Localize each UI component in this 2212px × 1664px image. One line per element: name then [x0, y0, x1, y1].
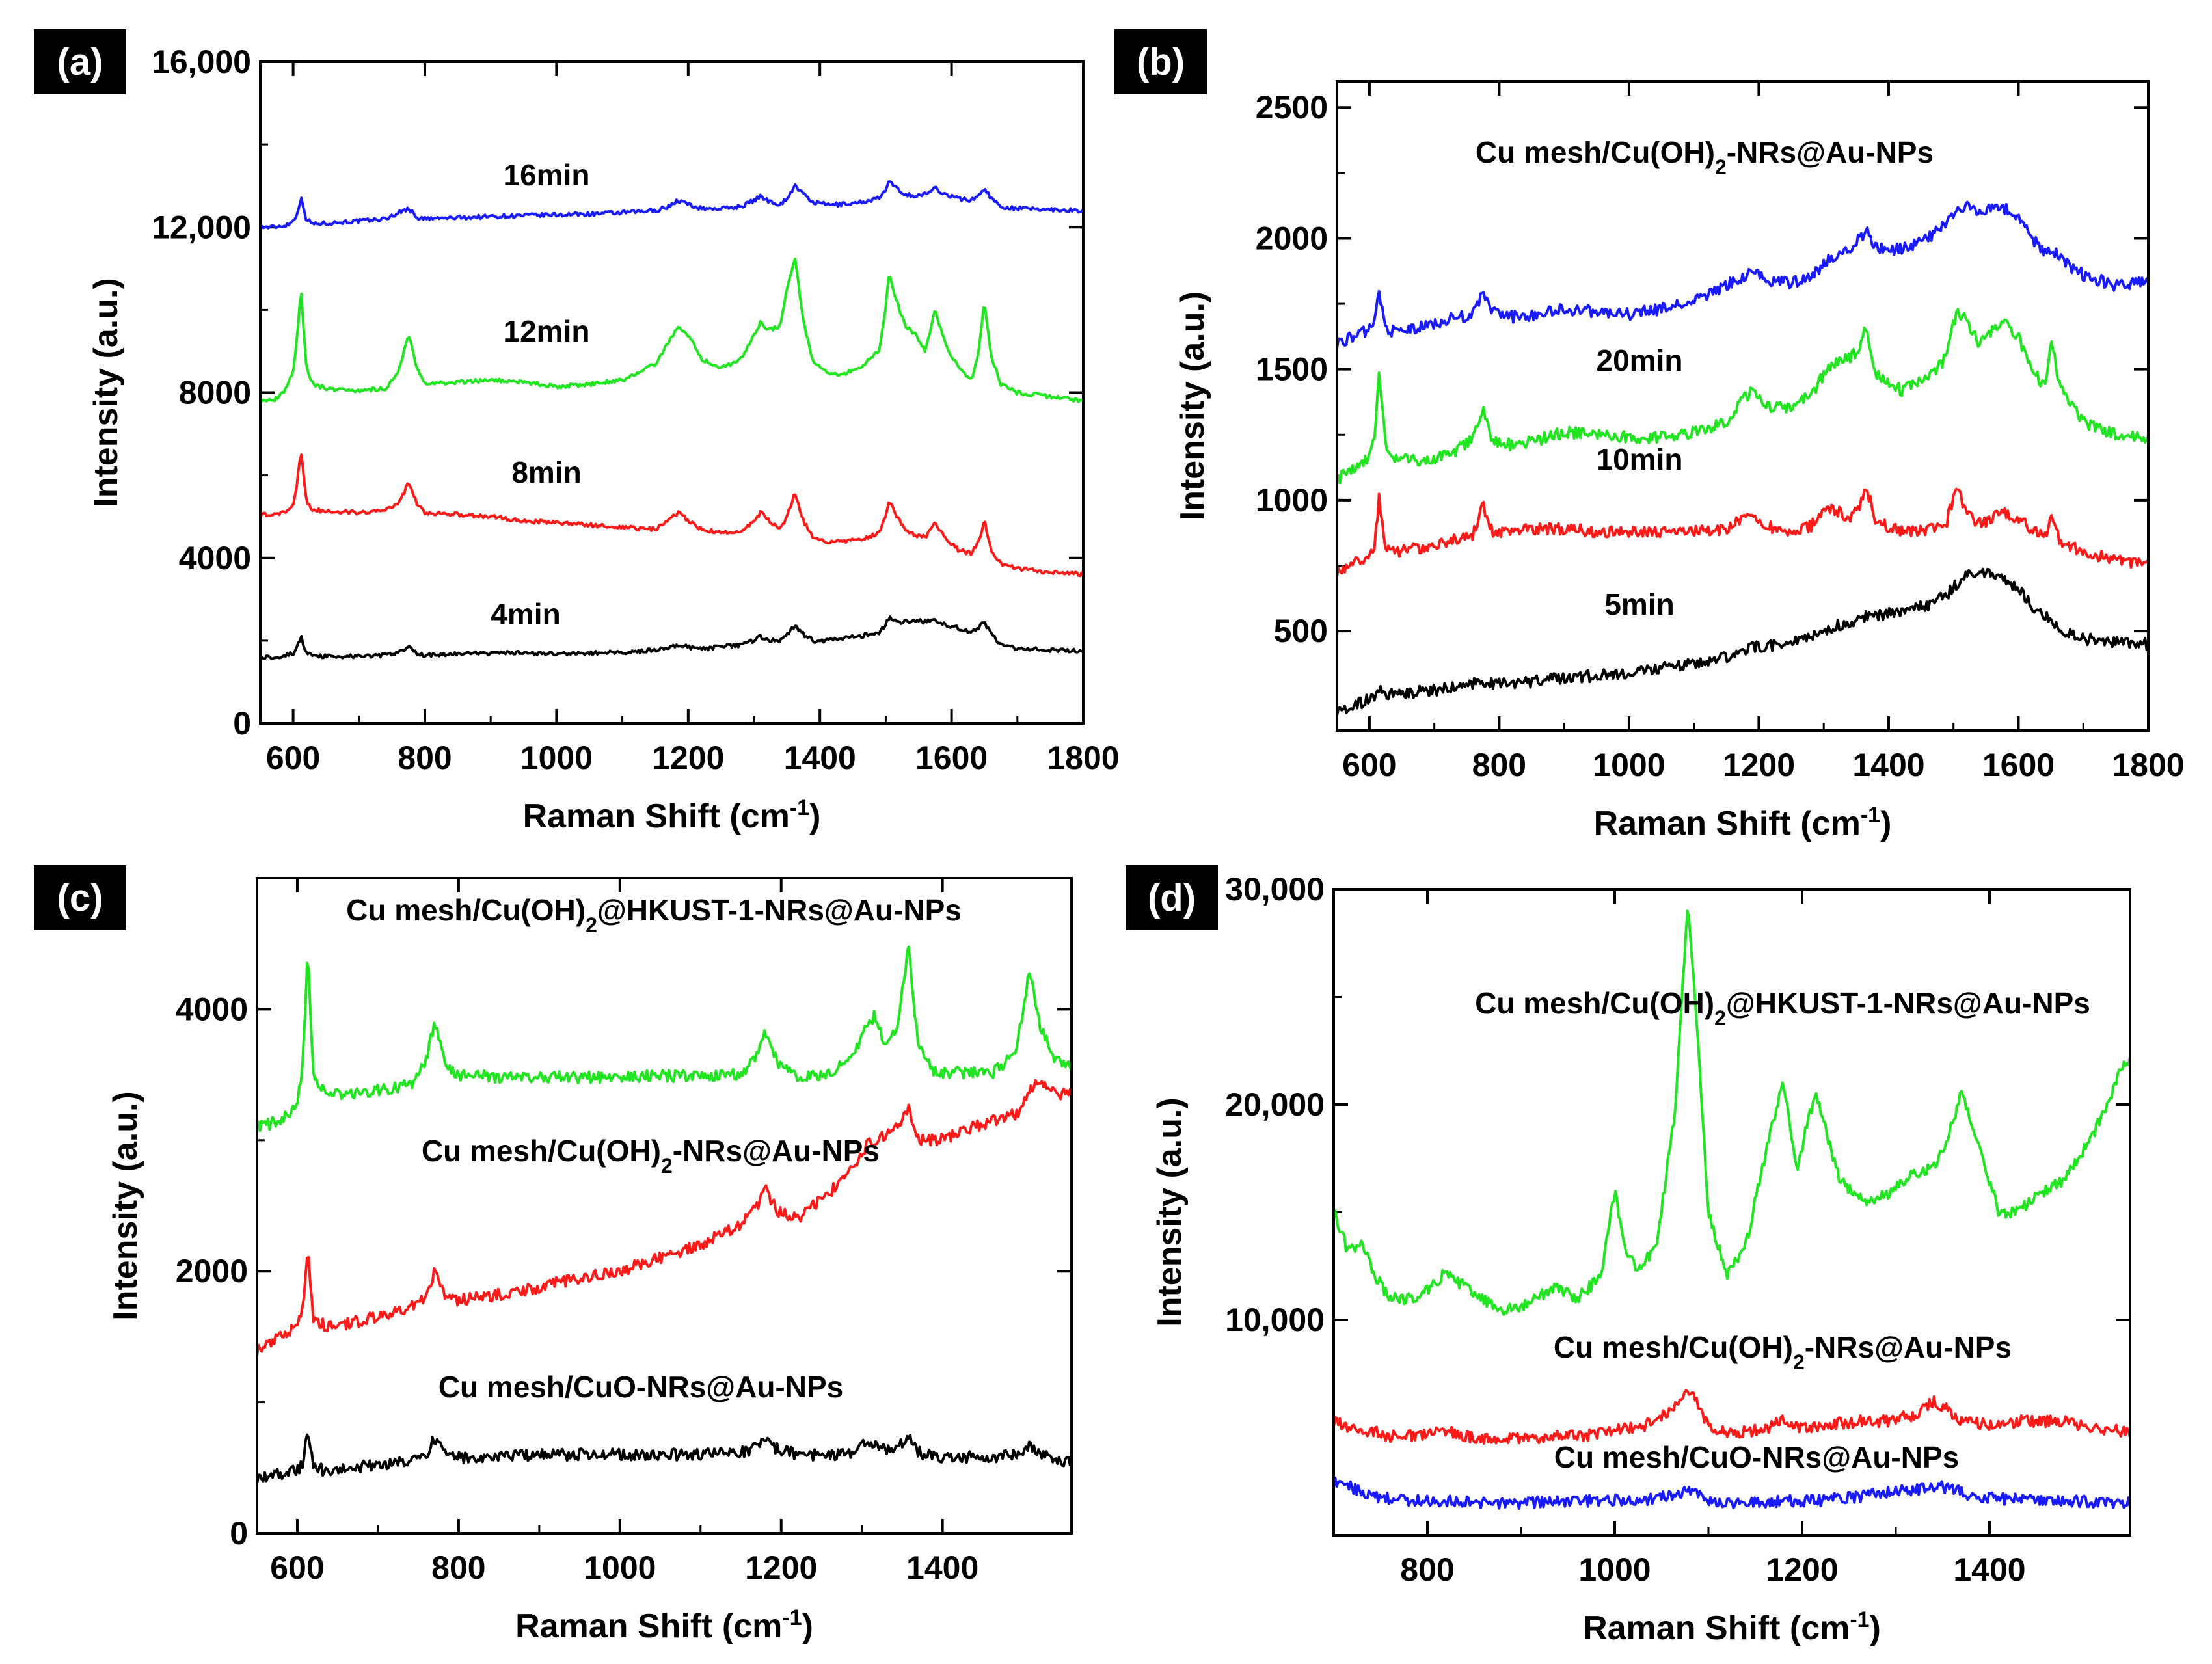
y-tick-label: 2000: [1256, 220, 1328, 256]
x-tick-label: 1600: [1982, 747, 2055, 783]
panel-tag-box: [1126, 865, 1218, 930]
panel-tag: (d): [1148, 877, 1196, 919]
y-tick-label: 1000: [1256, 482, 1328, 518]
y-tick-label: 0: [233, 705, 251, 742]
plot-frame: [1336, 80, 2150, 732]
series-line-5min: [1338, 567, 2147, 716]
series-line-cu-mesh-cu-oh-2-hkust-1-nrs-au-nps: [258, 945, 1070, 1133]
series-line-cu-mesh-cu-oh-2-nrs-au-nps: [1338, 200, 2147, 349]
y-tick-label: 0: [230, 1515, 248, 1551]
x-tick-label: 1800: [2112, 747, 2184, 783]
x-tick-label: 800: [398, 740, 452, 776]
y-tick-label: 500: [1274, 613, 1328, 649]
y-axis-title: Intensity (a.u.): [1151, 1097, 1189, 1326]
y-axis-title: Intensity (a.u.): [107, 1091, 144, 1320]
y-tick-label: 4000: [176, 991, 248, 1027]
series-label-cu-mesh-cuo-nrs-au-nps: Cu mesh/CuO-NRs@Au-NPs: [1554, 1440, 1959, 1474]
panel-2: 600 800 1000 1200 1400 0 2000 4000 Cu mesh/Cu(OH…: [34, 865, 1073, 1645]
x-tick-label: 1400: [1852, 747, 1924, 783]
panel-3: 800 1000 1200 1400 10,000 20,000 30,000 Cu mesh…: [1126, 865, 2131, 1647]
x-tick-label: 1400: [784, 740, 856, 776]
x-tick-label: 600: [270, 1550, 324, 1586]
panel-tag-box: [34, 865, 126, 930]
panel-0: 600 800 1000 1200 1400 1600 1800 0 4000 8000 12,00…: [34, 29, 1120, 835]
y-tick-label: 12,000: [152, 209, 251, 245]
x-axis-title: Raman Shift (cm-1): [1594, 803, 1892, 842]
x-tick-label: 800: [1400, 1551, 1454, 1588]
x-tick-label: 1000: [1593, 747, 1665, 783]
y-tick-label: 2000: [176, 1253, 248, 1289]
plot-frame: [259, 60, 1085, 725]
y-tick-label: 10,000: [1225, 1302, 1325, 1338]
x-tick-label: 1200: [745, 1550, 817, 1586]
x-tick-label: 600: [1342, 747, 1396, 783]
series-label-4min: 4min: [491, 597, 560, 631]
x-tick-label: 1400: [906, 1550, 978, 1586]
series-label-10min: 10min: [1597, 442, 1683, 476]
panel-tag: (a): [57, 41, 103, 83]
series-line-10min: [1338, 487, 2147, 577]
x-tick-label: 1000: [584, 1550, 656, 1586]
series-line-cu-mesh-cuo-nrs-au-nps: [258, 1433, 1070, 1484]
y-tick-label: 16,000: [152, 44, 251, 80]
series-line-12min: [262, 257, 1082, 403]
x-tick-label: 1000: [1578, 1551, 1651, 1588]
series-label-cu-mesh-cu-oh-2-nrs-au-nps: Cu mesh/Cu(OH)2-NRs@Au-NPs: [422, 1134, 880, 1177]
panel-tag-box: [1114, 29, 1207, 94]
series-line-8min: [262, 453, 1082, 578]
x-tick-label: 1200: [1766, 1551, 1838, 1588]
series-label-16min: 16min: [504, 158, 590, 192]
x-tick-label: 1400: [1953, 1551, 2025, 1588]
y-tick-label: 4000: [179, 540, 251, 576]
series-line-cu-mesh-cu-oh-2-nrs-au-nps: [1335, 1389, 2129, 1445]
x-tick-label: 1200: [1723, 747, 1795, 783]
series-label-5min: 5min: [1604, 587, 1674, 621]
plot-frame: [256, 877, 1073, 1535]
series-line-16min: [262, 180, 1082, 230]
y-axis-title: Intensity (a.u.): [87, 278, 125, 507]
series-label-cu-mesh-cuo-nrs-au-nps: Cu mesh/CuO-NRs@Au-NPs: [438, 1370, 843, 1404]
series-line-cu-mesh-cuo-nrs-au-nps: [1335, 1477, 2129, 1510]
y-tick-label: 20,000: [1225, 1086, 1325, 1123]
y-tick-label: 2500: [1256, 89, 1328, 126]
x-tick-label: 1200: [652, 740, 724, 776]
x-tick-label: 1800: [1047, 740, 1119, 776]
series-label-20min: 20min: [1597, 343, 1683, 377]
x-tick-label: 1600: [915, 740, 988, 776]
x-tick-label: 1000: [520, 740, 593, 776]
series-line-20min: [1338, 308, 2147, 485]
series-label-cu-mesh-cu-oh-2-hkust-1-nrs-au-nps: Cu mesh/Cu(OH)2@HKUST-1-NRs@Au-NPs: [1475, 986, 2090, 1030]
series-label-cu-mesh-cu-oh-2-hkust-1-nrs-au-nps: Cu mesh/Cu(OH)2@HKUST-1-NRs@Au-NPs: [346, 893, 962, 937]
series-label-cu-mesh-cu-oh-2-nrs-au-nps: Cu mesh/Cu(OH)2-NRs@Au-NPs: [1476, 135, 1934, 179]
x-tick-label: 800: [1472, 747, 1526, 783]
x-axis-title: Raman Shift (cm-1): [1583, 1607, 1881, 1647]
panel-tag: (c): [57, 877, 103, 919]
y-tick-label: 1500: [1256, 351, 1328, 388]
panel-tag: (b): [1137, 41, 1185, 83]
series-label-8min: 8min: [511, 455, 581, 489]
series-label-12min: 12min: [504, 314, 590, 348]
y-tick-label: 30,000: [1225, 871, 1325, 907]
series-line-4min: [262, 615, 1082, 660]
series-line-cu-mesh-cu-oh-2-nrs-au-nps: [258, 1079, 1070, 1356]
y-axis-title: Intensity (a.u.): [1174, 291, 1211, 520]
series-line-cu-mesh-cu-oh-2-hkust-1-nrs-au-nps: [1335, 909, 2129, 1317]
series-label-cu-mesh-cu-oh-2-nrs-au-nps: Cu mesh/Cu(OH)2-NRs@Au-NPs: [1554, 1330, 2012, 1374]
x-tick-label: 800: [431, 1550, 485, 1586]
x-axis-title: Raman Shift (cm-1): [515, 1605, 813, 1645]
y-tick-label: 8000: [179, 375, 251, 411]
panel-tag-box: [34, 29, 126, 94]
panel-1: 600 800 1000 1200 1400 1600 1800 500 1000 1500 200…: [1114, 29, 2185, 842]
x-axis-title: Raman Shift (cm-1): [523, 796, 821, 835]
x-tick-label: 600: [266, 740, 320, 776]
